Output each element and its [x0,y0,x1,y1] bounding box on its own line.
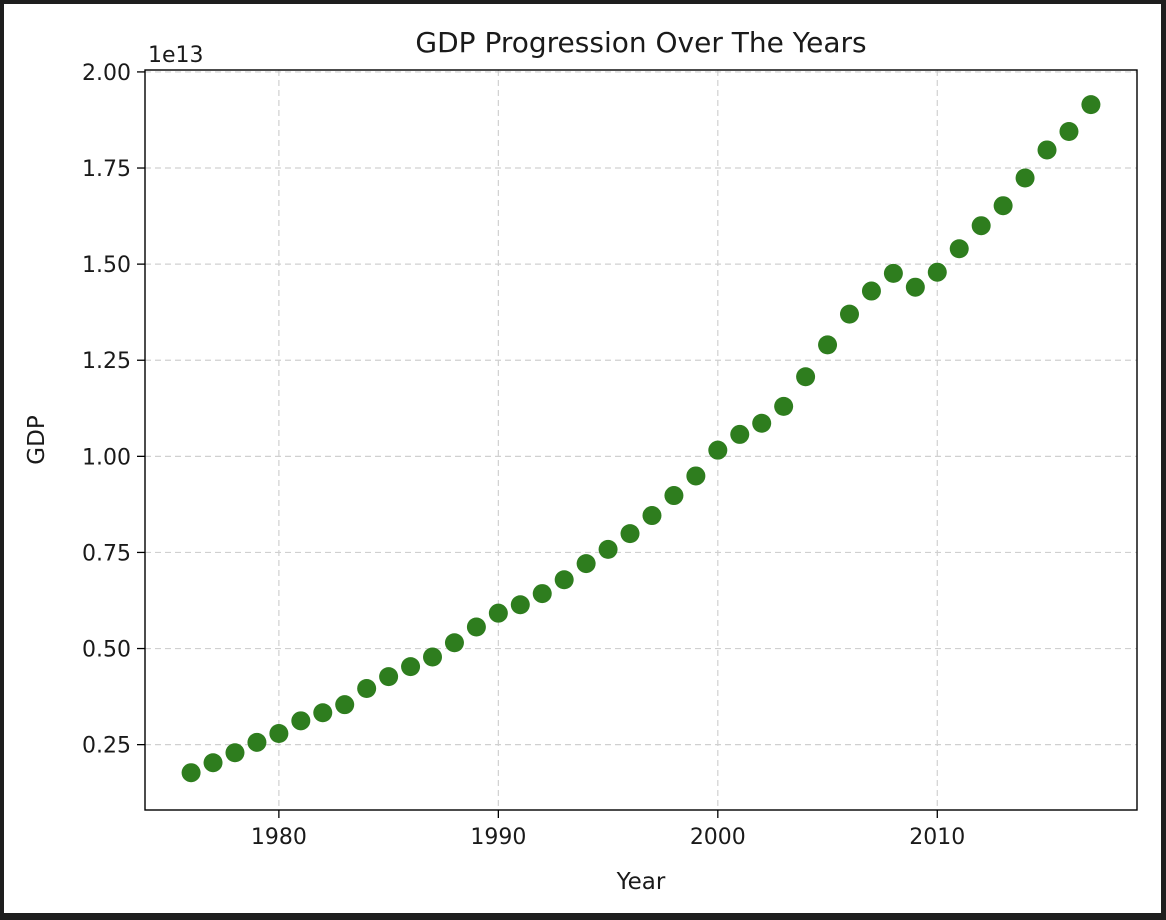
data-point [752,413,772,433]
data-point [664,486,684,506]
data-point [488,603,508,623]
data-point [423,647,443,667]
data-point [225,743,245,763]
data-point [796,367,816,387]
data-point [861,281,881,301]
chart-frame: 1980 1990 2000 2010 0.25 0.50 0.75 1.00 1.25 1.50… [4,4,1161,913]
data-point [203,753,223,773]
data-point [554,570,574,590]
y-tick-label: 1.25 [82,349,131,374]
data-point [1059,122,1079,142]
y-tick-label: 2.00 [82,61,131,86]
x-tick-label: 2010 [909,825,965,850]
data-point [379,667,399,687]
data-point [466,617,486,637]
data-point [642,506,662,526]
data-point [335,695,355,715]
y-tick-label: 1.50 [82,253,131,278]
data-point [1081,95,1101,115]
scatter-chart: 1980 1990 2000 2010 0.25 0.50 0.75 1.00 1.25 1.50… [24,26,1138,895]
y-axis-label: GDP [24,415,50,465]
data-point [510,595,530,615]
chart-title: GDP Progression Over The Years [415,26,866,59]
data-point [620,524,640,544]
y-tick-label: 1.75 [82,157,131,182]
x-tick-label: 1990 [470,825,526,850]
data-point [357,679,377,699]
data-point [313,703,333,723]
data-point [291,711,311,731]
data-point [927,262,947,282]
data-point [839,304,859,324]
data-point [247,732,267,752]
data-point [774,396,794,416]
data-point [181,763,201,783]
y-tick-label: 0.25 [82,734,131,759]
y-offset-label: 1e13 [148,43,204,68]
y-tick-label: 0.75 [82,541,131,566]
grid [145,70,1137,810]
data-point [971,216,991,236]
data-point [576,554,596,574]
data-point [708,440,728,460]
data-point [1037,140,1057,160]
plot-area-border [144,69,1138,811]
x-axis-label: Year [616,869,666,895]
data-point [883,263,903,283]
data-point [905,277,925,297]
data-points [181,95,1101,783]
y-tick-label: 1.00 [82,445,131,470]
data-point [598,539,618,559]
data-point [818,335,838,355]
data-point [993,196,1013,216]
axis-ticks: 1980 1990 2000 2010 0.25 0.50 0.75 1.00 1.25 1.50… [82,61,965,850]
x-tick-label: 1980 [251,825,307,850]
data-point [269,724,289,744]
data-point [532,584,552,604]
data-point [686,466,706,486]
data-point [730,424,750,444]
y-tick-label: 0.50 [82,638,131,663]
x-tick-label: 2000 [690,825,746,850]
data-point [401,657,421,677]
data-point [949,239,969,259]
data-point [1015,168,1035,188]
data-point [444,633,464,653]
